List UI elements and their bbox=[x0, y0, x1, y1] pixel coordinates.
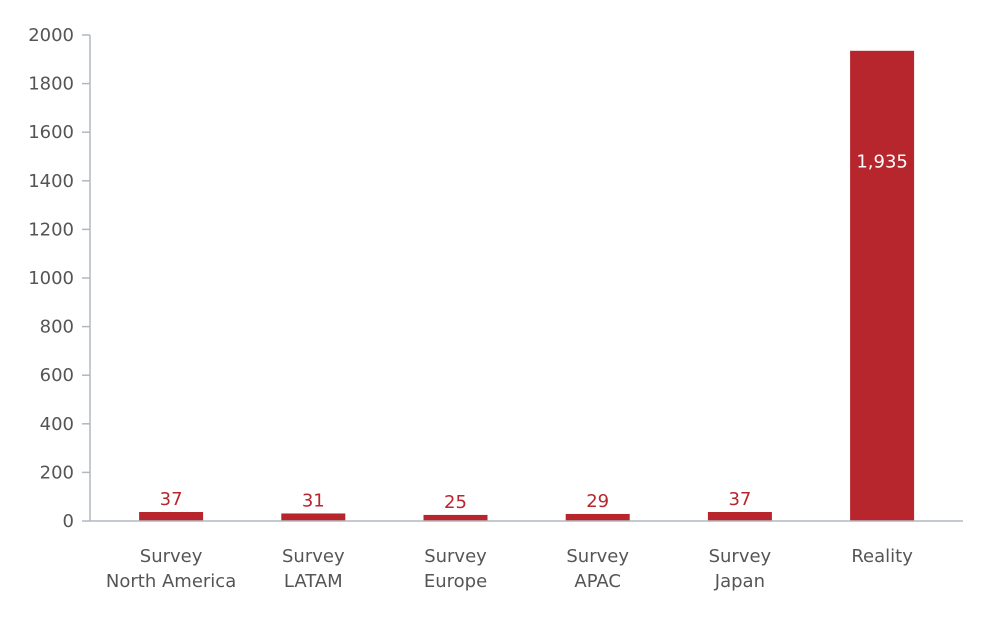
bar bbox=[423, 514, 488, 521]
x-category-label: Survey bbox=[709, 546, 772, 567]
x-axis: Survey North America Survey LATAM Survey Euro… bbox=[90, 520, 963, 592]
data-label: 29 bbox=[586, 491, 609, 512]
data-label: 37 bbox=[160, 489, 183, 510]
y-tick-label: 600 bbox=[40, 365, 74, 386]
data-label: 37 bbox=[728, 489, 751, 510]
x-category-label: Japan bbox=[714, 571, 765, 592]
y-tick-label: 1600 bbox=[28, 122, 74, 143]
y-tick-label: 200 bbox=[40, 462, 74, 483]
x-category-label: North America bbox=[106, 571, 236, 592]
x-category-label: Europe bbox=[424, 571, 487, 592]
x-category-label: LATAM bbox=[284, 571, 343, 592]
bars: 37 31 25 29 37 1,935 bbox=[139, 50, 915, 522]
bar bbox=[281, 513, 346, 521]
x-category-label: Survey bbox=[566, 546, 629, 567]
bar bbox=[850, 50, 915, 522]
y-tick-label: 1800 bbox=[28, 74, 74, 95]
y-tick-label: 2000 bbox=[28, 25, 74, 46]
x-category-label: Survey bbox=[424, 546, 487, 567]
y-tick-label: 1200 bbox=[28, 219, 74, 240]
y-tick-label: 800 bbox=[40, 317, 74, 338]
y-tick-label: 0 bbox=[63, 511, 74, 532]
data-label: 31 bbox=[302, 490, 325, 511]
bar bbox=[707, 512, 772, 521]
y-axis: 0 200 400 600 800 1000 1200 1400 1600 1800 2000 bbox=[28, 25, 91, 532]
y-tick-label: 400 bbox=[40, 414, 74, 435]
y-tick-label: 1000 bbox=[28, 268, 74, 289]
x-category-label: Reality bbox=[851, 546, 913, 567]
x-category-label: Survey bbox=[140, 546, 203, 567]
x-category-label: APAC bbox=[574, 571, 621, 592]
x-category-label: Survey bbox=[282, 546, 345, 567]
bar bbox=[565, 513, 630, 521]
data-label: 25 bbox=[444, 492, 467, 513]
y-tick-label: 1400 bbox=[28, 171, 74, 192]
data-label: 1,935 bbox=[856, 151, 908, 172]
bar bbox=[139, 512, 204, 521]
